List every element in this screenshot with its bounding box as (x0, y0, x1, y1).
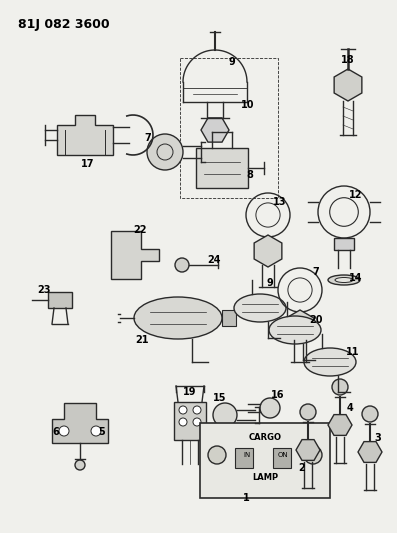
Text: 17: 17 (81, 159, 95, 169)
Ellipse shape (234, 294, 286, 322)
Circle shape (213, 403, 237, 427)
Circle shape (300, 404, 316, 420)
Text: 6: 6 (53, 427, 60, 437)
Circle shape (304, 446, 322, 464)
Bar (196, 148, 248, 188)
Polygon shape (52, 403, 108, 443)
Polygon shape (328, 415, 352, 435)
Circle shape (91, 426, 101, 436)
Circle shape (332, 379, 348, 395)
Polygon shape (201, 118, 229, 142)
Ellipse shape (335, 278, 353, 282)
Circle shape (193, 406, 201, 414)
Text: 18: 18 (341, 55, 355, 65)
Bar (200, 423, 330, 497)
Polygon shape (57, 115, 113, 155)
Text: LAMP: LAMP (252, 473, 278, 482)
Bar (334, 238, 354, 250)
Text: 13: 13 (273, 197, 287, 207)
Circle shape (193, 418, 201, 426)
Text: 5: 5 (98, 427, 105, 437)
Text: 20: 20 (309, 315, 323, 325)
Circle shape (75, 460, 85, 470)
Polygon shape (296, 440, 320, 461)
Bar (235, 448, 253, 468)
Text: 4: 4 (347, 403, 353, 413)
Bar (222, 310, 236, 326)
Ellipse shape (304, 348, 356, 376)
Circle shape (260, 398, 280, 418)
Text: CARGO: CARGO (249, 433, 281, 442)
Text: 19: 19 (183, 387, 197, 397)
Ellipse shape (328, 275, 360, 285)
Circle shape (59, 426, 69, 436)
Text: 12: 12 (349, 190, 363, 200)
Circle shape (179, 406, 187, 414)
Bar (180, 58, 278, 198)
Text: 14: 14 (349, 273, 363, 283)
Text: 3: 3 (375, 433, 382, 443)
Polygon shape (286, 310, 314, 342)
Circle shape (175, 258, 189, 272)
Text: ON: ON (278, 452, 288, 458)
Circle shape (362, 406, 378, 422)
Text: 21: 21 (135, 335, 149, 345)
Text: 22: 22 (133, 225, 147, 235)
Text: 23: 23 (37, 285, 51, 295)
Text: 2: 2 (299, 463, 305, 473)
Bar (48, 292, 72, 308)
Ellipse shape (269, 316, 321, 344)
Text: 8: 8 (247, 170, 253, 180)
Text: 7: 7 (145, 133, 151, 143)
Text: 11: 11 (346, 347, 360, 357)
Text: 9: 9 (229, 57, 235, 67)
Bar (273, 448, 291, 468)
Polygon shape (111, 231, 159, 279)
Polygon shape (254, 235, 282, 267)
Text: 16: 16 (271, 390, 285, 400)
Text: 81J 082 3600: 81J 082 3600 (18, 18, 110, 31)
Polygon shape (334, 69, 362, 101)
Text: 15: 15 (213, 393, 227, 403)
Text: 10: 10 (241, 100, 255, 110)
Text: 24: 24 (207, 255, 221, 265)
Circle shape (179, 418, 187, 426)
Text: 1: 1 (243, 493, 249, 503)
Text: 7: 7 (312, 267, 319, 277)
Text: IN: IN (243, 452, 251, 458)
Ellipse shape (134, 297, 222, 339)
Circle shape (147, 134, 183, 170)
Polygon shape (358, 442, 382, 463)
Text: 9: 9 (267, 278, 274, 288)
Bar (174, 402, 206, 440)
Circle shape (208, 446, 226, 464)
